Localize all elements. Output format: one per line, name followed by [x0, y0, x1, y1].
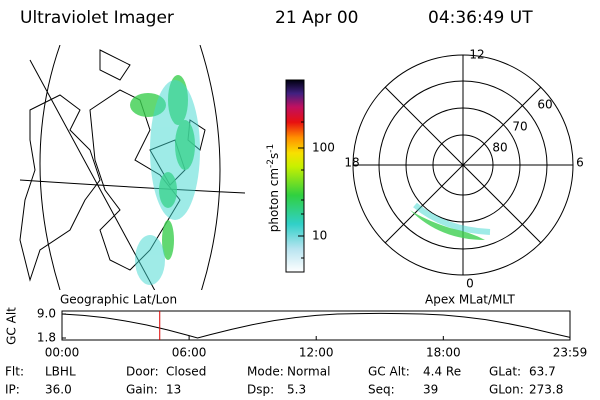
- date: 21 Apr 00: [275, 8, 358, 28]
- x-tick-label: 06:00: [172, 346, 207, 360]
- mlat-label: 80: [492, 141, 507, 155]
- title: Ultraviolet Imager: [20, 8, 174, 28]
- field-value: 36.0: [45, 383, 72, 397]
- field-label: GC Alt:: [368, 365, 410, 379]
- mlt-label: 18: [344, 156, 359, 170]
- field-value: 63.7: [529, 365, 556, 379]
- mlt-label: 0: [466, 277, 474, 291]
- map-caption: Geographic Lat/Lon: [60, 293, 177, 307]
- colorbar-label: photon cm-2s-1: [266, 144, 281, 233]
- field-label: Dsp:: [247, 383, 274, 397]
- polar-plot: [352, 54, 574, 276]
- field-value: 4.4 Re: [423, 365, 461, 379]
- field-value: 273.8: [529, 383, 563, 397]
- x-tick-label: 12:00: [299, 346, 334, 360]
- field-label: Flt:: [5, 365, 24, 379]
- mlat-label: 70: [512, 120, 527, 134]
- y-tick-label: 9.0: [37, 307, 56, 321]
- field-value: 39: [423, 383, 438, 397]
- field-label: GLon:: [489, 383, 524, 397]
- field-label: Mode:: [247, 365, 284, 379]
- field-value: 5.3: [287, 383, 306, 397]
- mlat-label: 60: [537, 98, 552, 112]
- mlt-label: 6: [576, 156, 584, 170]
- field-value: Closed: [166, 365, 206, 379]
- colorbar-tick: 100: [312, 141, 335, 155]
- colorbar: [285, 79, 305, 273]
- x-tick-label: 18:00: [426, 346, 461, 360]
- field-label: Gain:: [126, 383, 158, 397]
- field-label: IP:: [5, 383, 20, 397]
- colorbar-tick: 10: [312, 229, 327, 243]
- altitude-line: [61, 312, 571, 339]
- y-tick-label: 1.8: [37, 331, 56, 345]
- x-tick-label: 23:59: [553, 346, 588, 360]
- field-label: Door:: [126, 365, 159, 379]
- field-label: GLat:: [489, 365, 521, 379]
- time: 04:36:49 UT: [428, 8, 533, 28]
- x-tick-label: 00:00: [45, 346, 80, 360]
- field-value: 13: [166, 383, 181, 397]
- field-value: LBHL: [45, 365, 76, 379]
- polar-caption: Apex MLat/MLT: [425, 293, 515, 307]
- field-label: Seq:: [368, 383, 395, 397]
- y-label: GC Alt: [5, 307, 19, 345]
- map: [19, 45, 246, 290]
- mlt-label: 12: [469, 48, 484, 62]
- field-value: Normal: [287, 365, 330, 379]
